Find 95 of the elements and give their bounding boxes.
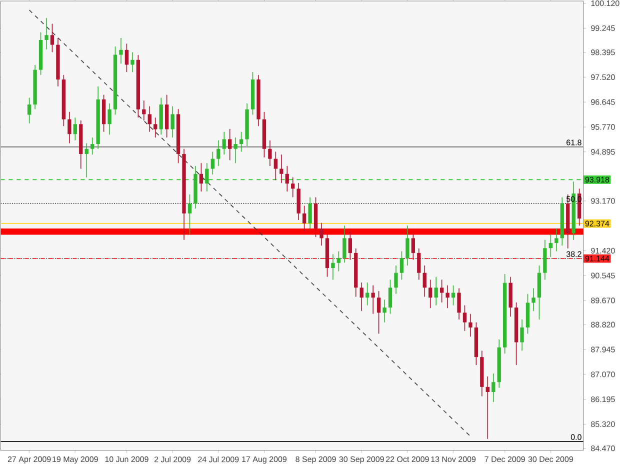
x-tick-label: 2 Jul 2009 (154, 456, 191, 462)
y-tick-label: 87.945 (591, 346, 615, 352)
y-tick-label: 93.170 (591, 198, 615, 204)
y-tick-label: 97.520 (591, 74, 615, 80)
candlestick (336, 250, 341, 272)
candlestick (50, 23, 54, 53)
candlestick (108, 102, 112, 136)
ref-line-label: 93.918 (585, 176, 610, 182)
y-tick-label: 98.395 (591, 50, 615, 56)
candlestick (457, 288, 461, 320)
candlestick (520, 319, 524, 352)
candlestick (400, 250, 404, 280)
candlestick (376, 290, 381, 334)
candlestick (268, 140, 272, 166)
candlestick (27, 97, 32, 124)
candlestick (205, 162, 209, 192)
x-tick-label: 13 Nov 2009 (431, 456, 476, 462)
y-tick-label: 87.070 (591, 372, 615, 378)
candlestick (342, 225, 346, 264)
candlestick (446, 284, 450, 309)
annotation: 61.8 (566, 140, 582, 146)
candlestick (68, 112, 72, 144)
candlestick (434, 276, 438, 306)
x-tick-label: 22 Oct 2009 (386, 456, 429, 462)
y-tick-label: 88.820 (591, 322, 615, 328)
candlestick (228, 128, 232, 161)
candlestick (124, 43, 129, 72)
y-tick-label: 90.545 (591, 272, 615, 278)
candlestick (492, 373, 496, 402)
ref-line-label: 92.374 (585, 220, 610, 226)
candlestick (468, 313, 472, 337)
candlestick (170, 106, 174, 138)
candlestick (532, 288, 536, 312)
candlestick (148, 106, 152, 132)
x-tick-label: 10 Jun 2009 (105, 456, 148, 462)
candlestick (331, 254, 335, 280)
candlestick (308, 196, 312, 229)
y-tick-label: 95.770 (591, 124, 615, 130)
candlestick (188, 194, 192, 235)
candlestick (291, 176, 295, 198)
ref-line-label: 91.144 (585, 256, 610, 262)
y-tick-label: 85.320 (591, 421, 615, 428)
candlestick (216, 140, 220, 166)
y-tick-label: 100.120 (591, 0, 620, 6)
candlestick (388, 279, 392, 314)
candlestick (119, 38, 123, 64)
y-tick-label: 96.645 (591, 99, 615, 105)
candlestick (274, 151, 278, 181)
candlestick (320, 222, 324, 246)
candlestick (394, 265, 398, 294)
candlestick (406, 225, 410, 266)
candlestick (239, 131, 244, 152)
candlestick (382, 299, 386, 323)
candlestick (44, 18, 48, 50)
x-tick-label: 30 Dec 2009 (528, 456, 573, 462)
candlestick (73, 117, 77, 141)
y-tick-label: 86.195 (591, 396, 615, 402)
x-tick-label: 27 Apr 2009 (8, 456, 51, 464)
candlestick (84, 142, 88, 178)
candlestick (234, 137, 238, 164)
candlestick (199, 162, 204, 192)
candlestick (360, 282, 364, 312)
candlestick (548, 234, 553, 258)
candlestick (130, 52, 134, 72)
candlestick (280, 154, 284, 184)
candlestick (440, 279, 444, 303)
candlestick (411, 234, 415, 260)
y-tick-label: 91.420 (591, 248, 615, 254)
candlestick (422, 265, 426, 298)
x-tick-label: 17 Aug 2009 (242, 456, 287, 464)
candlestick (554, 228, 558, 252)
annotation: 50.0 (566, 196, 582, 202)
annotation: 38.2 (566, 251, 582, 257)
candlestick (371, 284, 375, 314)
candlestick (428, 279, 432, 309)
y-tick-label: 84.470 (591, 446, 615, 452)
annotation: 0.0 (570, 434, 582, 440)
candlestick (486, 376, 490, 440)
candlestick (222, 131, 226, 155)
candlestick (210, 151, 214, 175)
x-tick-label: 24 Jul 2009 (198, 456, 239, 462)
y-tick-label: 99.245 (591, 25, 615, 31)
y-tick-label: 89.670 (591, 298, 615, 304)
candlestick (302, 205, 306, 232)
x-tick-label: 7 Dec 2009 (484, 456, 525, 462)
candlestick (90, 137, 94, 155)
y-tick-label: 94.895 (591, 149, 615, 155)
candlestick (348, 230, 352, 260)
x-tick-label: 30 Sep 2009 (339, 456, 384, 464)
candlestick (417, 248, 421, 280)
x-tick-label: 19 May 2009 (52, 456, 98, 464)
candlestick (462, 304, 467, 332)
candlestick (285, 166, 289, 192)
x-tick-label: 8 Sep 2009 (296, 456, 336, 464)
candlestick (154, 117, 158, 138)
